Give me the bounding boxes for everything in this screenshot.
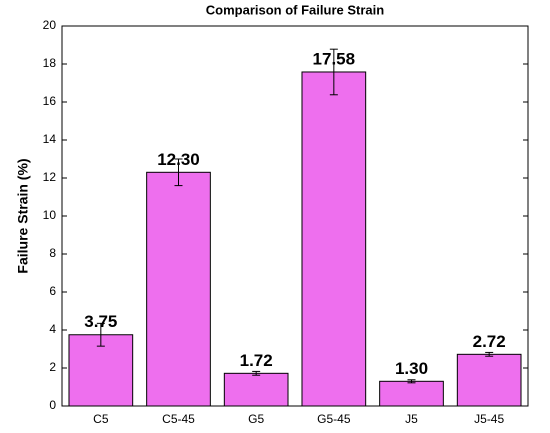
y-tick-label: 20 xyxy=(43,18,57,32)
plot-frame xyxy=(61,25,529,407)
y-tick-label: 10 xyxy=(43,208,57,222)
error-bar xyxy=(329,48,338,96)
y-tick-label: 14 xyxy=(43,132,57,146)
y-tick-label: 16 xyxy=(43,94,57,108)
x-tick-label: J5 xyxy=(405,412,418,426)
bar xyxy=(379,380,444,407)
bar xyxy=(223,372,289,407)
y-tick-label: 6 xyxy=(49,284,56,298)
value-label: 1.30 xyxy=(395,359,428,378)
x-tick-label: C5-45 xyxy=(162,412,195,426)
y-tick-label: 4 xyxy=(49,322,56,336)
y-tick-label: 12 xyxy=(43,170,57,184)
value-label: 3.75 xyxy=(84,312,117,331)
x-tick-label: G5 xyxy=(248,412,264,426)
y-tick-label: 0 xyxy=(49,398,56,412)
y-tick-label: 18 xyxy=(43,56,57,70)
y-tick-label: 2 xyxy=(49,360,56,374)
bar xyxy=(301,71,367,407)
error-bar xyxy=(485,351,494,357)
x-tick-label: J5-45 xyxy=(474,412,504,426)
value-label: 1.72 xyxy=(240,351,273,370)
error-bar xyxy=(96,322,105,347)
y-axis-label: Failure Strain (%) xyxy=(15,158,31,273)
x-tick-label: C5 xyxy=(93,412,109,426)
x-tick-label: G5-45 xyxy=(317,412,351,426)
y-tick-label: 8 xyxy=(49,246,56,260)
error-bar xyxy=(174,158,183,187)
error-bar xyxy=(407,379,416,384)
value-label: 12.30 xyxy=(157,150,200,169)
bar xyxy=(456,353,522,407)
error-bar xyxy=(252,370,261,376)
value-label: 17.58 xyxy=(313,49,356,68)
bar xyxy=(146,171,211,407)
chart-title: Comparison of Failure Strain xyxy=(206,2,384,17)
value-label: 2.72 xyxy=(473,332,506,351)
